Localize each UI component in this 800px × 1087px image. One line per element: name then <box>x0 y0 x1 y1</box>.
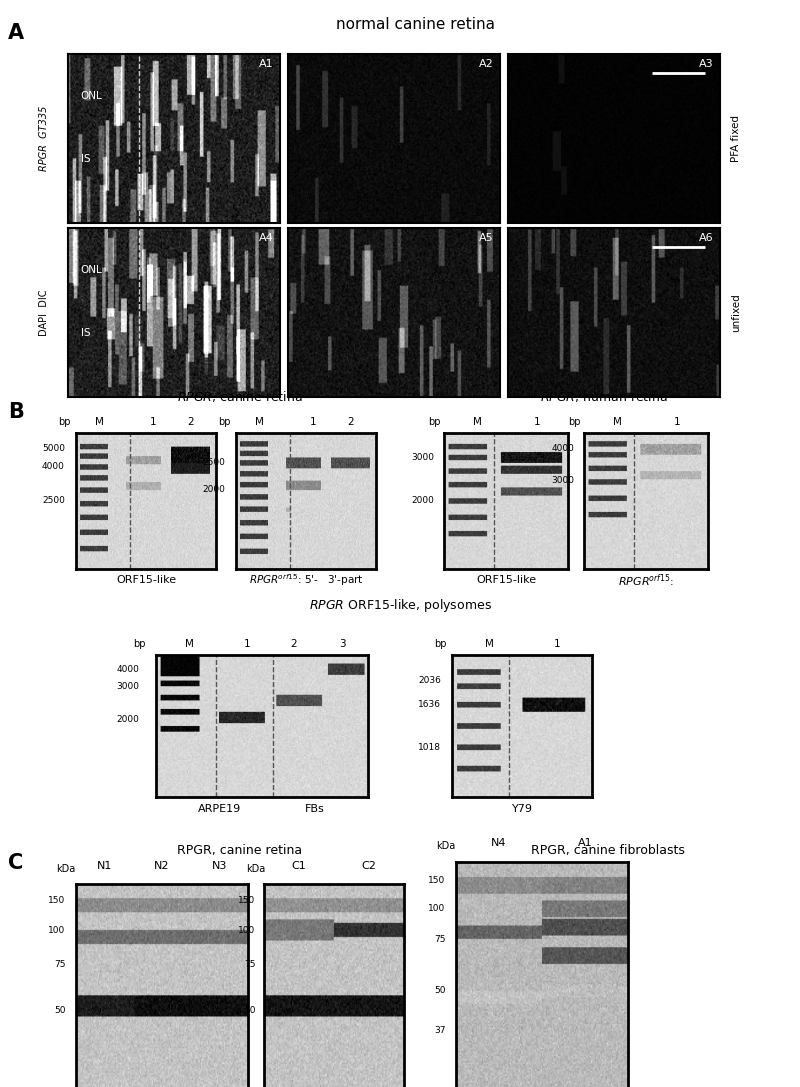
Text: 75: 75 <box>54 960 66 969</box>
Text: $\it{RPGR}$ ORF15-like, polysomes: $\it{RPGR}$ ORF15-like, polysomes <box>309 597 491 614</box>
Text: FBs: FBs <box>305 803 325 814</box>
Text: 50: 50 <box>54 1007 66 1015</box>
Text: 50: 50 <box>244 1007 256 1015</box>
Text: bp: bp <box>58 416 71 427</box>
Text: 150: 150 <box>238 896 256 905</box>
Text: C1: C1 <box>292 861 306 871</box>
Text: 150: 150 <box>429 876 446 885</box>
Text: $\it{RPGR}$$^{\it{orf15}}$: 5'-   3'-part: $\it{RPGR}$$^{\it{orf15}}$: 5'- 3'-part <box>249 573 363 588</box>
Text: bp: bp <box>218 416 231 427</box>
Text: A1: A1 <box>259 60 274 70</box>
Text: 3: 3 <box>339 639 346 649</box>
Text: M: M <box>486 639 494 649</box>
Text: N4: N4 <box>491 838 506 848</box>
Text: IS: IS <box>81 154 90 164</box>
Text: 3000: 3000 <box>116 682 139 691</box>
Text: ORF15-like: ORF15-like <box>476 575 536 586</box>
Text: A4: A4 <box>259 234 274 243</box>
Text: kDa: kDa <box>56 864 75 874</box>
Text: 100: 100 <box>238 926 256 935</box>
Text: $\it{RPGR}$, human retina: $\it{RPGR}$, human retina <box>540 389 668 404</box>
Text: M: M <box>613 416 622 427</box>
Text: kDa: kDa <box>246 864 266 874</box>
Text: PFA fixed: PFA fixed <box>731 115 742 162</box>
Text: 5000: 5000 <box>42 445 65 453</box>
Text: 1: 1 <box>554 639 560 649</box>
Text: RPGR, canine retina: RPGR, canine retina <box>178 844 302 857</box>
Text: 50: 50 <box>434 986 446 995</box>
Text: C2: C2 <box>362 861 377 871</box>
Text: 1: 1 <box>244 639 250 649</box>
Text: 1018: 1018 <box>418 742 441 752</box>
Text: 150: 150 <box>49 896 66 905</box>
Text: A3: A3 <box>699 60 714 70</box>
Text: unfixed: unfixed <box>731 293 742 332</box>
Text: A5: A5 <box>479 234 494 243</box>
Text: bp: bp <box>568 416 580 427</box>
Text: 1: 1 <box>310 416 316 427</box>
Text: ORF15-like: ORF15-like <box>116 575 176 586</box>
Text: ONL: ONL <box>81 91 102 101</box>
Text: 4000: 4000 <box>42 462 65 471</box>
Text: ONL: ONL <box>81 265 102 275</box>
Text: B: B <box>8 402 24 422</box>
Text: M: M <box>95 416 104 427</box>
Text: 2036: 2036 <box>418 676 441 686</box>
Text: M: M <box>473 416 482 427</box>
Text: 2500: 2500 <box>202 458 225 467</box>
Text: normal canine retina: normal canine retina <box>337 17 495 32</box>
Text: $\it{RPGR}$, canine retina: $\it{RPGR}$, canine retina <box>177 389 303 404</box>
Text: 4000: 4000 <box>116 665 139 674</box>
Text: N3: N3 <box>212 861 227 871</box>
Text: 3000: 3000 <box>411 452 434 462</box>
Text: RPGR  GT335: RPGR GT335 <box>38 105 49 172</box>
Text: Y79: Y79 <box>511 803 533 814</box>
Text: 2: 2 <box>347 416 354 427</box>
Text: M: M <box>255 416 264 427</box>
Text: 1: 1 <box>674 416 680 427</box>
Text: 75: 75 <box>434 935 446 944</box>
Text: N1: N1 <box>97 861 112 871</box>
Text: 4000: 4000 <box>551 445 574 453</box>
Text: bp: bp <box>434 639 447 649</box>
Text: N2: N2 <box>154 861 170 871</box>
Text: bp: bp <box>428 416 440 427</box>
Text: 2000: 2000 <box>116 714 139 724</box>
Text: 2500: 2500 <box>42 496 65 505</box>
Text: A6: A6 <box>699 234 714 243</box>
Text: 100: 100 <box>49 926 66 935</box>
Text: 1: 1 <box>534 416 540 427</box>
Text: $\it{RPGR}$$^{\it{orf15}}$:: $\it{RPGR}$$^{\it{orf15}}$: <box>618 572 674 589</box>
Text: A1: A1 <box>578 838 592 848</box>
Text: 2000: 2000 <box>202 485 225 495</box>
Text: A: A <box>8 23 24 42</box>
Text: RPGR, canine fibroblasts: RPGR, canine fibroblasts <box>531 844 685 857</box>
Text: 100: 100 <box>429 904 446 913</box>
Text: M: M <box>186 639 194 649</box>
Text: bp: bp <box>133 639 146 649</box>
Text: A2: A2 <box>479 60 494 70</box>
Text: 75: 75 <box>244 960 256 969</box>
Text: DAPI  DIC: DAPI DIC <box>38 289 49 336</box>
Text: kDa: kDa <box>436 840 455 851</box>
Text: 1636: 1636 <box>418 700 441 710</box>
Text: ARPE19: ARPE19 <box>198 803 242 814</box>
Text: 37: 37 <box>434 1026 446 1035</box>
Text: 3000: 3000 <box>551 476 574 485</box>
Text: 1: 1 <box>150 416 156 427</box>
Text: 2000: 2000 <box>411 496 434 505</box>
Text: C: C <box>8 853 23 873</box>
Text: 2: 2 <box>290 639 297 649</box>
Text: 2: 2 <box>187 416 194 427</box>
Text: IS: IS <box>81 328 90 338</box>
